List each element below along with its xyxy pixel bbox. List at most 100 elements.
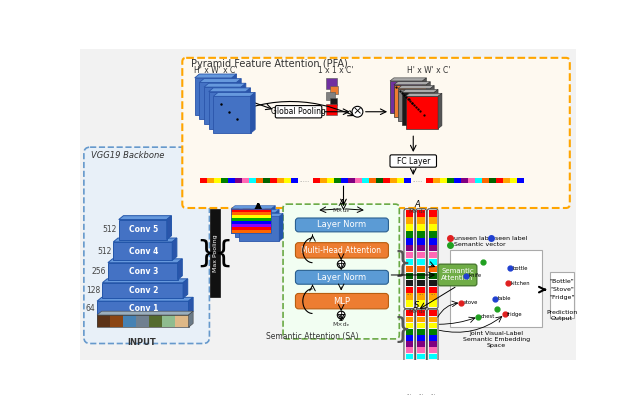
FancyBboxPatch shape bbox=[406, 266, 413, 272]
FancyBboxPatch shape bbox=[517, 178, 524, 183]
Text: {: { bbox=[214, 239, 233, 268]
FancyBboxPatch shape bbox=[417, 341, 425, 347]
FancyBboxPatch shape bbox=[231, 224, 271, 227]
FancyBboxPatch shape bbox=[231, 215, 271, 218]
FancyBboxPatch shape bbox=[429, 329, 436, 335]
Polygon shape bbox=[167, 216, 172, 240]
Text: Layer Norm: Layer Norm bbox=[317, 220, 365, 229]
FancyBboxPatch shape bbox=[406, 231, 413, 238]
FancyBboxPatch shape bbox=[296, 243, 388, 258]
FancyBboxPatch shape bbox=[214, 178, 221, 183]
FancyBboxPatch shape bbox=[429, 259, 436, 265]
Text: M×dₑ: M×dₑ bbox=[408, 309, 426, 314]
Polygon shape bbox=[213, 92, 255, 96]
Polygon shape bbox=[119, 216, 172, 220]
Text: ×: × bbox=[353, 107, 362, 117]
FancyBboxPatch shape bbox=[550, 272, 575, 318]
FancyBboxPatch shape bbox=[451, 250, 542, 327]
FancyBboxPatch shape bbox=[369, 178, 376, 183]
Text: Semantic
Attention: Semantic Attention bbox=[441, 269, 474, 281]
Polygon shape bbox=[172, 238, 177, 260]
Text: MLP: MLP bbox=[333, 296, 349, 306]
FancyBboxPatch shape bbox=[510, 178, 517, 183]
FancyBboxPatch shape bbox=[390, 81, 422, 113]
FancyBboxPatch shape bbox=[110, 315, 123, 327]
FancyBboxPatch shape bbox=[195, 78, 232, 115]
FancyBboxPatch shape bbox=[270, 178, 277, 183]
FancyBboxPatch shape bbox=[406, 279, 413, 286]
Text: Conv 5: Conv 5 bbox=[129, 225, 158, 234]
FancyBboxPatch shape bbox=[119, 220, 167, 240]
Text: fridge: fridge bbox=[507, 312, 523, 317]
FancyBboxPatch shape bbox=[334, 178, 341, 183]
FancyBboxPatch shape bbox=[330, 85, 338, 94]
FancyBboxPatch shape bbox=[231, 209, 271, 212]
Text: Prediction
Output: Prediction Output bbox=[547, 310, 578, 321]
Polygon shape bbox=[402, 90, 438, 92]
FancyBboxPatch shape bbox=[163, 315, 175, 327]
Polygon shape bbox=[232, 74, 237, 115]
FancyBboxPatch shape bbox=[438, 264, 477, 286]
FancyBboxPatch shape bbox=[417, 210, 425, 217]
Polygon shape bbox=[97, 311, 193, 315]
FancyBboxPatch shape bbox=[275, 106, 322, 118]
FancyBboxPatch shape bbox=[406, 252, 413, 258]
Polygon shape bbox=[199, 79, 241, 83]
Polygon shape bbox=[195, 74, 237, 78]
FancyBboxPatch shape bbox=[417, 266, 425, 272]
FancyBboxPatch shape bbox=[417, 335, 425, 341]
Text: Layer Norm: Layer Norm bbox=[317, 273, 365, 282]
Text: Conv 4: Conv 4 bbox=[129, 247, 158, 256]
FancyBboxPatch shape bbox=[482, 178, 489, 183]
Polygon shape bbox=[209, 88, 250, 92]
Polygon shape bbox=[113, 238, 177, 242]
FancyBboxPatch shape bbox=[397, 89, 430, 121]
FancyBboxPatch shape bbox=[390, 155, 436, 167]
FancyBboxPatch shape bbox=[348, 178, 355, 183]
Polygon shape bbox=[178, 259, 182, 279]
FancyBboxPatch shape bbox=[406, 354, 413, 359]
Text: S: S bbox=[339, 314, 344, 323]
FancyBboxPatch shape bbox=[406, 378, 413, 384]
Text: Max Pooling: Max Pooling bbox=[212, 234, 218, 272]
FancyBboxPatch shape bbox=[429, 366, 436, 372]
Polygon shape bbox=[246, 88, 250, 129]
FancyBboxPatch shape bbox=[417, 286, 425, 293]
Text: ......: ...... bbox=[412, 178, 423, 183]
FancyBboxPatch shape bbox=[406, 317, 413, 322]
Text: }: } bbox=[394, 250, 412, 278]
FancyBboxPatch shape bbox=[376, 178, 383, 183]
FancyBboxPatch shape bbox=[283, 204, 399, 339]
FancyBboxPatch shape bbox=[80, 49, 576, 360]
FancyBboxPatch shape bbox=[417, 231, 425, 238]
Text: ...: ... bbox=[430, 391, 435, 396]
FancyBboxPatch shape bbox=[97, 315, 110, 327]
Polygon shape bbox=[189, 311, 193, 327]
FancyBboxPatch shape bbox=[429, 217, 436, 224]
FancyBboxPatch shape bbox=[406, 310, 413, 316]
FancyBboxPatch shape bbox=[320, 178, 327, 183]
FancyBboxPatch shape bbox=[417, 366, 425, 372]
FancyBboxPatch shape bbox=[102, 283, 183, 298]
FancyBboxPatch shape bbox=[263, 178, 270, 183]
FancyBboxPatch shape bbox=[429, 360, 436, 365]
FancyBboxPatch shape bbox=[406, 259, 413, 265]
Circle shape bbox=[352, 107, 363, 117]
FancyBboxPatch shape bbox=[330, 98, 337, 105]
FancyBboxPatch shape bbox=[182, 58, 570, 208]
Text: unseen label: unseen label bbox=[454, 236, 495, 241]
Text: +: + bbox=[337, 259, 346, 269]
FancyBboxPatch shape bbox=[429, 341, 436, 347]
FancyBboxPatch shape bbox=[221, 178, 228, 183]
FancyBboxPatch shape bbox=[404, 178, 411, 183]
FancyBboxPatch shape bbox=[406, 341, 413, 347]
Polygon shape bbox=[275, 209, 279, 237]
FancyBboxPatch shape bbox=[454, 178, 461, 183]
FancyBboxPatch shape bbox=[417, 279, 425, 286]
FancyBboxPatch shape bbox=[406, 323, 413, 328]
Text: Semantic Attention (SA): Semantic Attention (SA) bbox=[266, 332, 359, 341]
FancyBboxPatch shape bbox=[406, 238, 413, 245]
Polygon shape bbox=[279, 213, 283, 241]
FancyBboxPatch shape bbox=[429, 286, 436, 293]
FancyBboxPatch shape bbox=[397, 178, 404, 183]
